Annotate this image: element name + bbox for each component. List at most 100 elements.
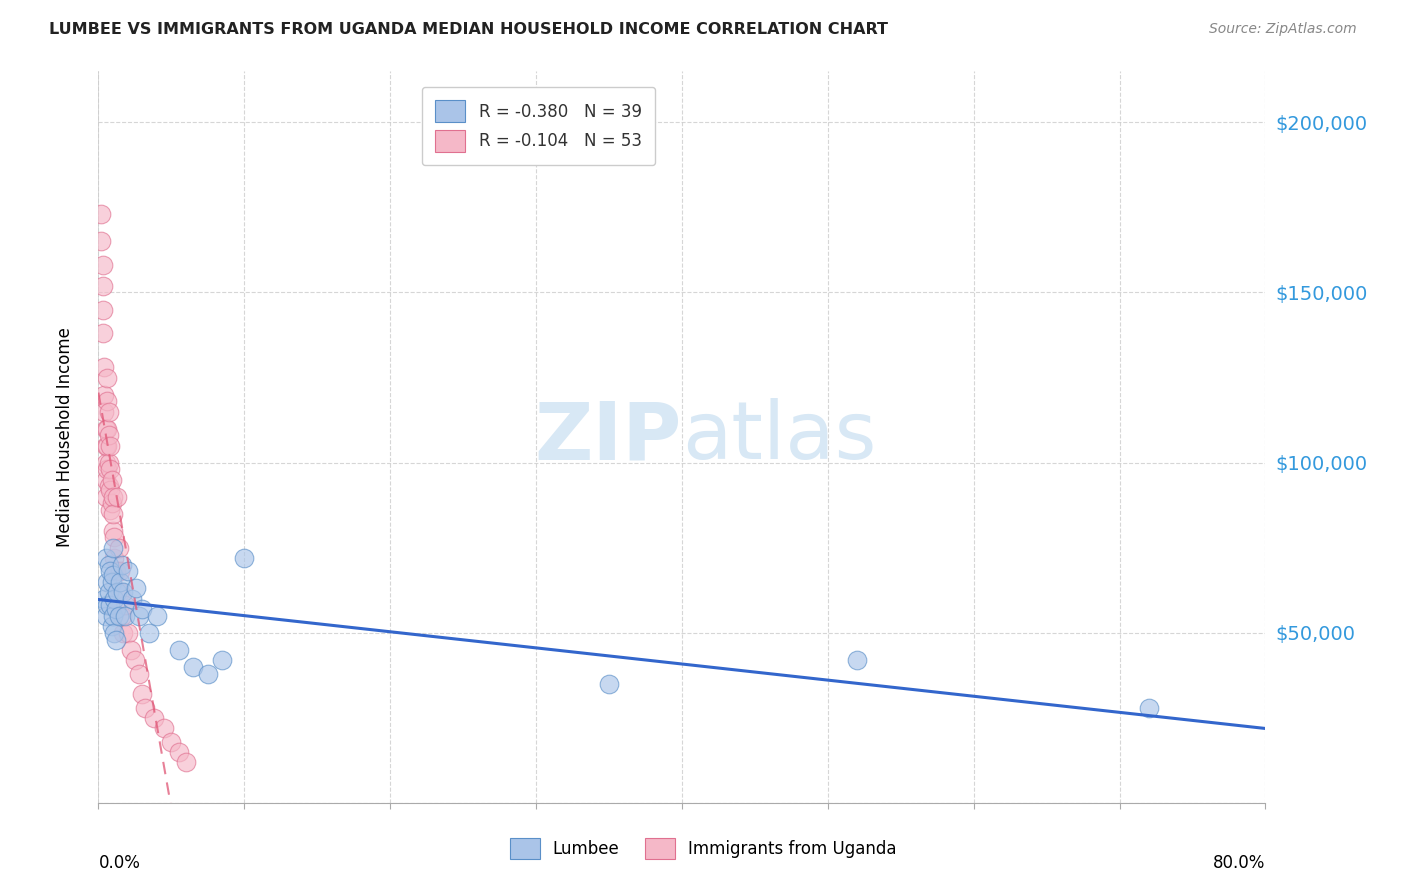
Point <box>174 755 197 769</box>
Point <box>160 734 183 748</box>
Point <box>94 439 117 453</box>
Point <box>90 207 112 221</box>
Point <box>110 565 132 579</box>
Point <box>846 653 869 667</box>
Point <box>124 653 146 667</box>
Point <box>96 574 118 589</box>
Point <box>91 278 114 293</box>
Point <box>94 608 117 623</box>
Point <box>131 687 153 701</box>
Point <box>94 421 117 435</box>
Point <box>98 599 121 613</box>
Point <box>93 360 115 375</box>
Text: LUMBEE VS IMMIGRANTS FROM UGANDA MEDIAN HOUSEHOLD INCOME CORRELATION CHART: LUMBEE VS IMMIGRANTS FROM UGANDA MEDIAN … <box>49 22 889 37</box>
Point <box>167 745 190 759</box>
Point <box>108 541 131 555</box>
Point <box>110 585 132 599</box>
Point <box>97 558 120 572</box>
Legend: R = -0.380   N = 39, R = -0.104   N = 53: R = -0.380 N = 39, R = -0.104 N = 53 <box>422 87 655 165</box>
Point <box>96 394 118 409</box>
Text: 80.0%: 80.0% <box>1213 854 1265 872</box>
Point <box>98 439 121 453</box>
Point <box>96 421 118 435</box>
Point <box>91 302 114 317</box>
Point <box>117 625 139 640</box>
Point <box>97 479 120 493</box>
Point <box>96 462 118 476</box>
Point <box>101 608 124 623</box>
Point <box>101 507 124 521</box>
Point <box>131 602 153 616</box>
Point <box>100 574 122 589</box>
Point <box>108 608 131 623</box>
Point <box>112 585 135 599</box>
Point <box>167 642 190 657</box>
Point <box>114 608 136 623</box>
Point <box>121 591 143 606</box>
Point <box>103 625 125 640</box>
Point <box>112 625 135 640</box>
Point <box>598 677 620 691</box>
Point <box>138 625 160 640</box>
Point <box>101 567 124 582</box>
Point <box>94 490 117 504</box>
Point <box>103 531 125 545</box>
Point <box>97 428 120 442</box>
Point <box>104 565 127 579</box>
Point <box>111 558 134 572</box>
Point <box>103 591 125 606</box>
Point <box>98 503 121 517</box>
Point <box>97 456 120 470</box>
Point <box>128 608 150 623</box>
Point <box>93 387 115 401</box>
Point <box>98 462 121 476</box>
Point <box>153 721 176 735</box>
Point <box>134 700 156 714</box>
Point <box>100 619 122 633</box>
Text: Source: ZipAtlas.com: Source: ZipAtlas.com <box>1209 22 1357 37</box>
Point <box>146 608 169 623</box>
Point <box>90 235 112 249</box>
Point <box>98 483 121 497</box>
Text: 0.0%: 0.0% <box>98 854 141 872</box>
Point <box>120 642 142 657</box>
Point <box>98 565 121 579</box>
Point <box>105 585 128 599</box>
Point <box>100 473 122 487</box>
Point <box>96 599 118 613</box>
Point <box>97 585 120 599</box>
Point <box>94 550 117 565</box>
Point <box>211 653 233 667</box>
Point <box>101 524 124 538</box>
Point <box>96 439 118 453</box>
Text: ZIP: ZIP <box>534 398 682 476</box>
Point <box>91 258 114 272</box>
Point <box>1137 700 1160 714</box>
Point <box>233 550 256 565</box>
Point <box>181 659 204 673</box>
Point <box>104 632 127 647</box>
Point <box>93 591 115 606</box>
Point <box>94 473 117 487</box>
Point <box>100 496 122 510</box>
Point <box>91 326 114 341</box>
Point <box>142 711 165 725</box>
Point <box>114 599 136 613</box>
Point <box>104 602 127 616</box>
Point <box>197 666 219 681</box>
Point <box>101 541 124 555</box>
Point <box>94 456 117 470</box>
Point <box>105 490 128 504</box>
Y-axis label: Median Household Income: Median Household Income <box>56 327 75 547</box>
Point <box>101 490 124 504</box>
Point <box>97 404 120 418</box>
Point <box>128 666 150 681</box>
Point <box>125 582 148 596</box>
Point <box>93 404 115 418</box>
Legend: Lumbee, Immigrants from Uganda: Lumbee, Immigrants from Uganda <box>503 831 903 866</box>
Point <box>96 370 118 384</box>
Point <box>110 574 132 589</box>
Point <box>103 550 125 565</box>
Point <box>117 565 139 579</box>
Text: atlas: atlas <box>682 398 876 476</box>
